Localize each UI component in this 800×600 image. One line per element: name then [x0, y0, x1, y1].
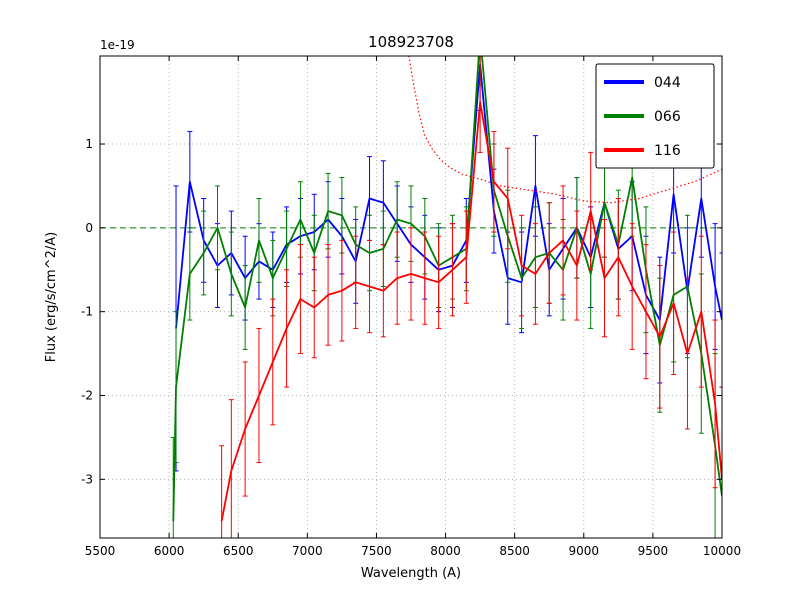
x-tick-label: 8500 — [499, 544, 530, 558]
y-tick-label: -1 — [81, 305, 93, 319]
chart-title: 108923708 — [368, 33, 454, 51]
series-line-066 — [172, 56, 722, 522]
y-tick-label: -2 — [81, 388, 93, 402]
x-tick-label: 9000 — [569, 544, 600, 558]
legend: 044 066 116 — [595, 63, 715, 169]
offset-text: 1e-19 — [100, 38, 135, 52]
x-axis-label: Wavelength (A) — [361, 566, 461, 581]
x-tick-label: 9500 — [638, 544, 669, 558]
x-tick-label: 6500 — [223, 544, 254, 558]
y-tick-label: 1 — [85, 137, 93, 151]
x-tick-label: 10000 — [703, 544, 741, 558]
axes-frame — [99, 55, 723, 539]
x-tick-label: 8000 — [430, 544, 461, 558]
legend-label: 066 — [654, 109, 681, 125]
legend-entry-116: 116 — [604, 143, 681, 159]
legend-entry-044: 044 — [604, 75, 681, 91]
legend-box — [595, 63, 715, 169]
y-tick-label: 0 — [85, 221, 93, 235]
tick-labels: 5500 6000 6500 7000 7500 8000 8500 9000 9500 1000… — [81, 137, 741, 558]
x-tick-label: 7500 — [361, 544, 392, 558]
chart-root: 5500 6000 6500 7000 7500 8000 8500 9000 9500 1000… — [81, 55, 741, 558]
legend-label: 044 — [654, 75, 681, 91]
y-tick-label: -3 — [81, 472, 93, 486]
y-axis-label: Flux (erg/s/cm^2/A) — [44, 232, 59, 362]
x-tick-label: 5500 — [85, 544, 116, 558]
legend-entry-066: 066 — [604, 109, 681, 125]
series-line-116 — [220, 101, 722, 522]
x-tick-label: 6000 — [154, 544, 185, 558]
x-tick-label: 7000 — [292, 544, 323, 558]
series-116 — [219, 56, 722, 538]
legend-label: 116 — [654, 143, 681, 159]
